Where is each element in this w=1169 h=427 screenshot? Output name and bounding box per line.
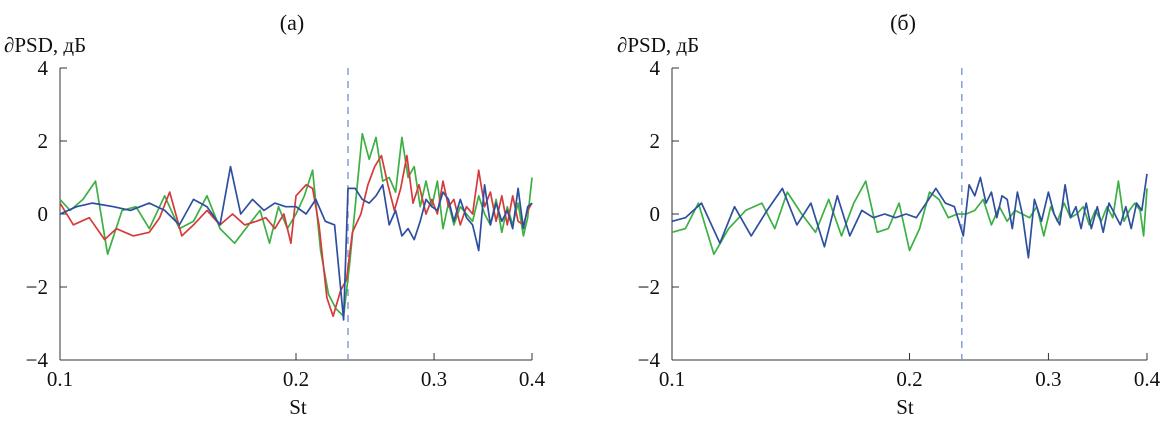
panel-b-x-tick-label: 0.2 [896,367,922,391]
panel-b-series-line-2 [671,173,1148,259]
panel-a-y-tick-label: 4 [38,56,49,80]
panel-b-series-line-1 [671,180,1148,256]
panel-a-x-axis-label: St [289,395,307,419]
panel-b-x-tick-label: 0.1 [659,367,685,391]
panel-b-y-tick-label: −4 [638,348,661,372]
panel-a-y-tick-label: −4 [26,348,49,372]
panel-a-label: (a) [280,10,304,35]
panel-b-x-axis-label: St [896,395,914,419]
panel-a-y-tick-label: 2 [38,129,49,153]
panel-a-series-line-3 [59,165,533,321]
panel-a-y-tick-label: −2 [26,275,48,299]
panel-a-x-tick-label: 0.4 [519,367,546,391]
panel-a-series-line-2 [59,154,533,318]
panel-b-x-tick-label: 0.4 [1134,367,1161,391]
panel-b-y-tick-label: 2 [650,129,661,153]
panel-a-y-tick-label: 0 [38,202,49,226]
panel-b-label: (б) [890,10,916,35]
panel-a-plot-area: −4 −2 0 2 4 0.1 0.2 0.3 0.4 [26,56,546,391]
panel-a-x-tick-label: 0.3 [421,367,447,391]
panel-b-y-tick-label: 4 [650,56,661,80]
panel-b-y-tick-label: 0 [650,202,661,226]
panel-a-series-line-1 [59,132,533,318]
panel-b-plot-area: −4 −2 0 2 4 0.1 0.2 0.3 0.4 [638,56,1161,391]
panel-b: (б) ∂PSD, дБ St −4 −2 0 2 4 0.1 0.2 0.3 0.4 [617,10,1161,419]
panel-b-x-tick-label: 0.3 [1035,367,1061,391]
panel-b-y-axis-label: ∂PSD, дБ [617,33,699,57]
panel-a-x-tick-label: 0.2 [283,367,309,391]
panel-a-y-axis-label: ∂PSD, дБ [4,33,86,57]
panel-a-x-tick-label: 0.1 [47,367,73,391]
panel-b-y-tick-label: −2 [638,275,660,299]
panel-a: (a) ∂PSD, дБ St −4 −2 0 2 4 0.1 0.2 0.3 0.4 [4,10,546,419]
